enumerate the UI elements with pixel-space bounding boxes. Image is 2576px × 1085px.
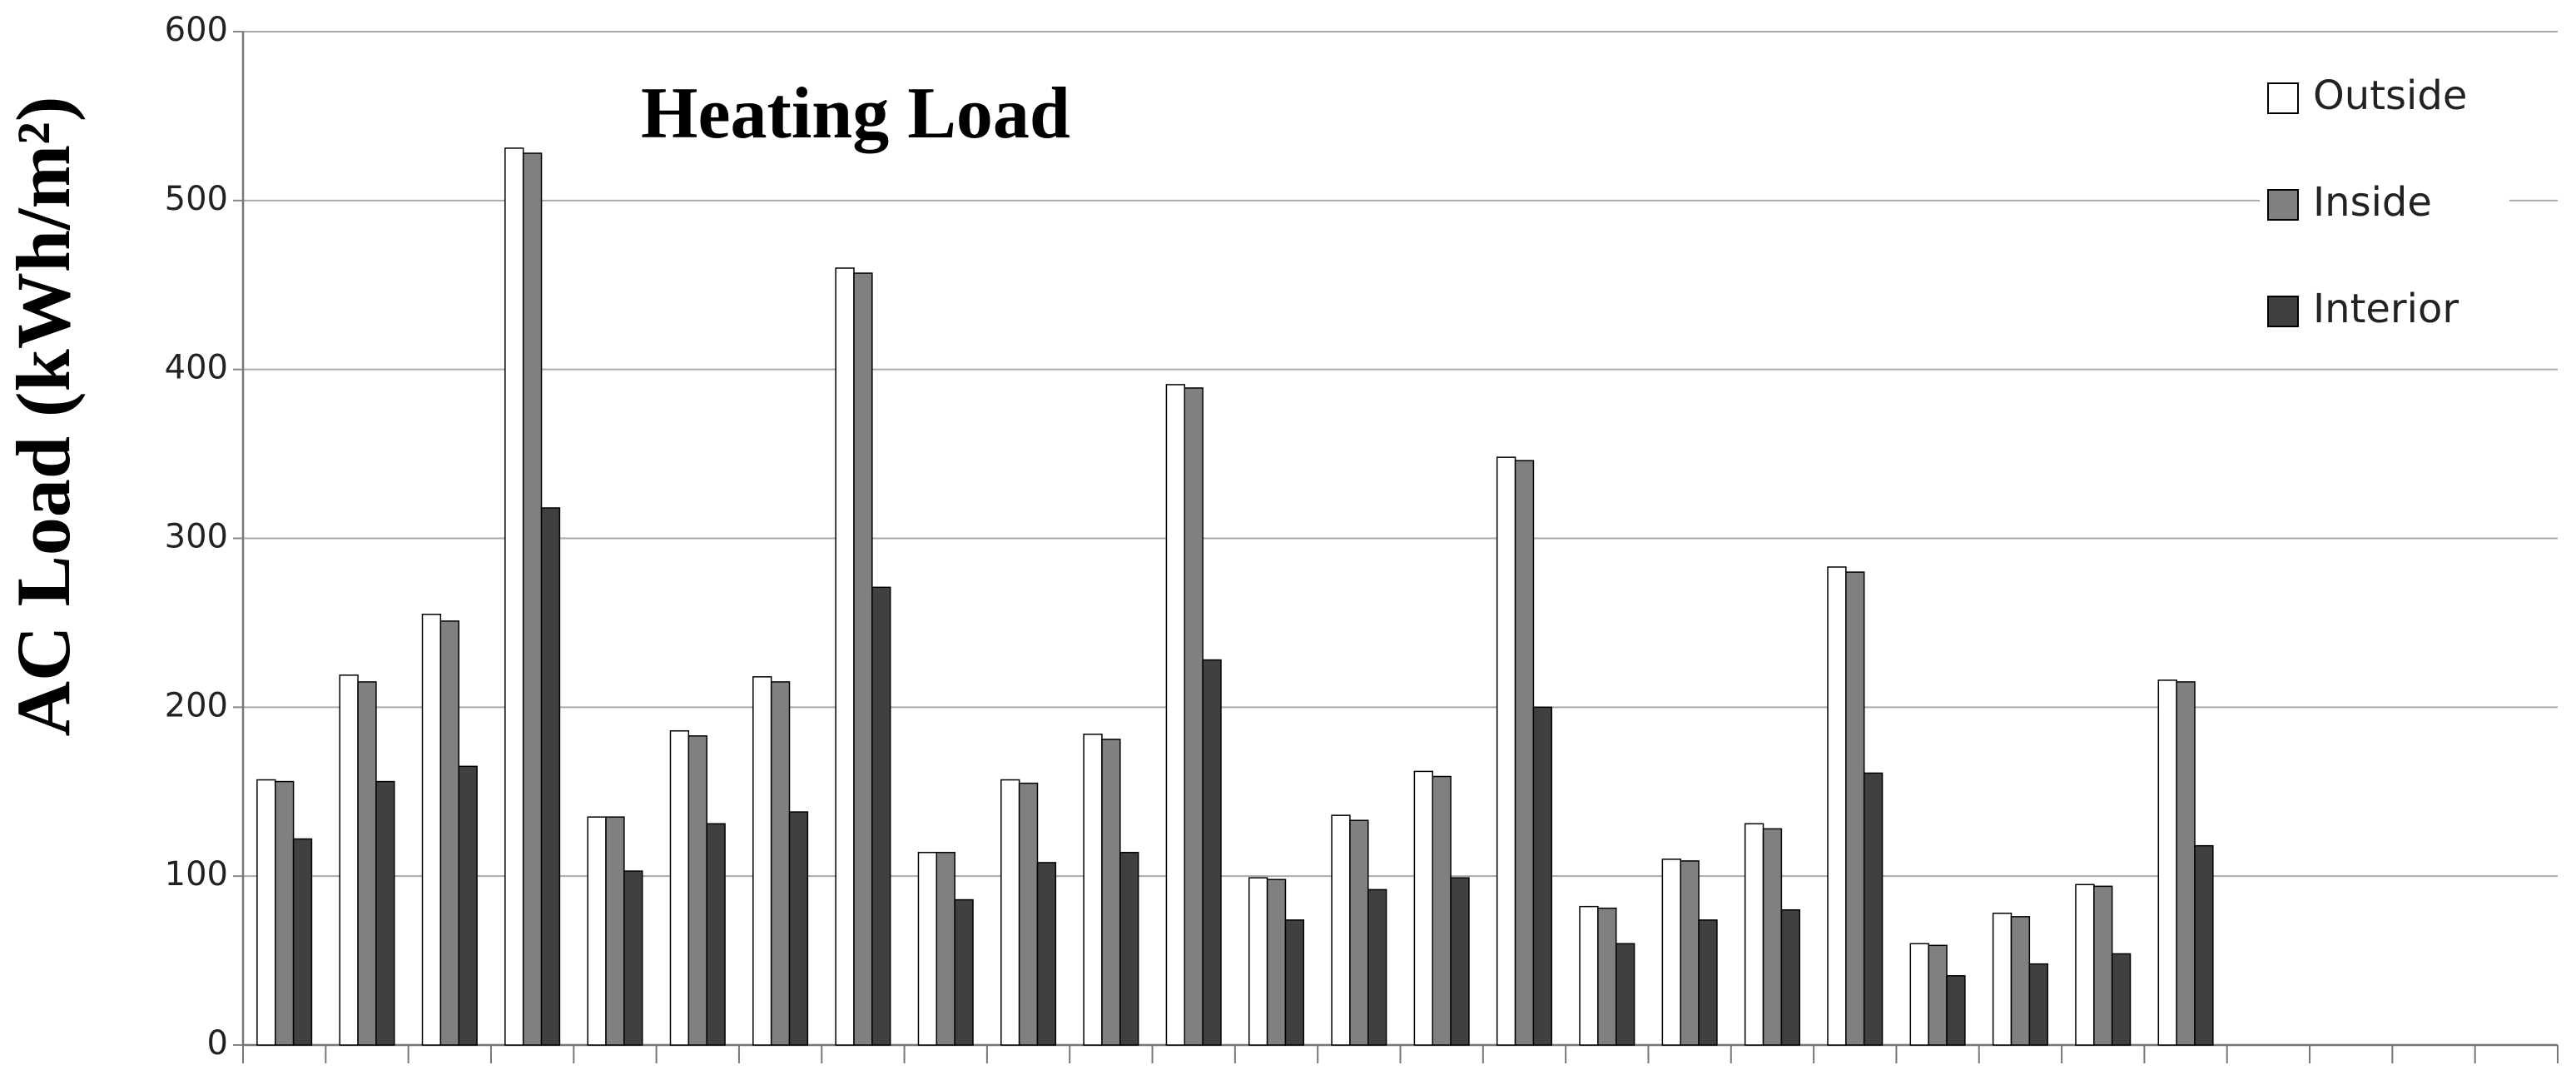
bar xyxy=(1744,823,1764,1046)
bar xyxy=(1615,943,1635,1046)
bar xyxy=(669,729,690,1046)
bar xyxy=(835,267,855,1046)
bar xyxy=(274,780,295,1046)
bar xyxy=(1992,913,2013,1046)
bar xyxy=(1083,734,1103,1046)
y-tick-label: 200 xyxy=(165,686,228,724)
bar xyxy=(706,823,726,1046)
bar xyxy=(292,838,313,1046)
legend-label: Inside xyxy=(2313,179,2432,226)
bar xyxy=(1266,878,1287,1046)
bar xyxy=(2075,883,2095,1046)
bar xyxy=(2157,679,2177,1046)
bar xyxy=(1432,775,1452,1046)
bar xyxy=(1928,944,1948,1046)
bar xyxy=(2093,885,2113,1046)
bar xyxy=(540,507,561,1046)
bar xyxy=(1450,877,1470,1046)
bar xyxy=(1514,460,1535,1046)
bar xyxy=(357,681,377,1046)
bar xyxy=(421,614,442,1046)
bar xyxy=(917,852,938,1046)
legend-swatch xyxy=(2267,296,2299,327)
bar xyxy=(439,620,459,1046)
bar xyxy=(1284,919,1305,1046)
legend-swatch xyxy=(2267,82,2299,114)
bar xyxy=(1597,907,1617,1046)
y-axis-label: AC Load (kWh/m²) xyxy=(1,97,86,737)
bar xyxy=(504,147,524,1046)
y-tick-label: 500 xyxy=(165,180,228,218)
bar xyxy=(1184,387,1204,1046)
bar xyxy=(2010,916,2031,1046)
bar xyxy=(339,674,359,1046)
bar xyxy=(1680,860,1700,1046)
y-tick-label: 400 xyxy=(165,349,228,387)
bar xyxy=(1827,566,1847,1046)
bar xyxy=(1101,739,1121,1046)
bar xyxy=(1909,943,1929,1046)
bar xyxy=(2111,953,2132,1046)
bar xyxy=(2194,844,2214,1046)
bar xyxy=(1119,852,1139,1046)
bar xyxy=(770,681,791,1046)
y-tick-label: 300 xyxy=(165,518,228,556)
bar xyxy=(1579,905,1599,1046)
bar xyxy=(1946,975,1966,1046)
bar xyxy=(605,816,625,1046)
y-tick-label: 600 xyxy=(165,11,228,49)
bar xyxy=(1845,571,1865,1046)
y-tick-label: 0 xyxy=(207,1024,228,1063)
bar xyxy=(375,780,395,1046)
legend-label: Interior xyxy=(2313,286,2459,332)
bar xyxy=(587,816,607,1046)
bar xyxy=(687,735,707,1046)
bar xyxy=(1367,888,1387,1046)
y-tick-label: 100 xyxy=(165,855,228,893)
bar xyxy=(1248,877,1268,1046)
bar xyxy=(522,152,543,1046)
legend-swatch xyxy=(2267,189,2299,221)
bar xyxy=(788,811,809,1046)
bar xyxy=(954,898,974,1046)
bar xyxy=(1698,919,1718,1046)
bar xyxy=(1780,908,1800,1046)
bar xyxy=(623,870,643,1046)
bar xyxy=(1532,706,1553,1046)
legend-box xyxy=(2260,48,2509,365)
bar xyxy=(2176,681,2196,1046)
bar xyxy=(1496,456,1516,1046)
bar xyxy=(1036,862,1057,1046)
bar xyxy=(1202,659,1222,1046)
annotation: Heating Load xyxy=(641,73,1070,154)
bar xyxy=(1349,819,1369,1046)
bar xyxy=(871,586,891,1046)
bar xyxy=(1165,384,1186,1046)
bar xyxy=(1000,779,1020,1046)
bar xyxy=(1331,814,1351,1046)
legend-label: Outside xyxy=(2313,72,2467,119)
bar xyxy=(256,779,276,1046)
bar xyxy=(936,852,955,1046)
bar xyxy=(1661,859,1681,1046)
bar xyxy=(2028,963,2048,1046)
bar xyxy=(1762,828,1783,1046)
bar xyxy=(1018,782,1039,1046)
bar xyxy=(1413,770,1433,1046)
bar xyxy=(752,676,772,1046)
bar xyxy=(458,765,478,1046)
bar xyxy=(853,272,873,1046)
bar xyxy=(1863,772,1884,1046)
